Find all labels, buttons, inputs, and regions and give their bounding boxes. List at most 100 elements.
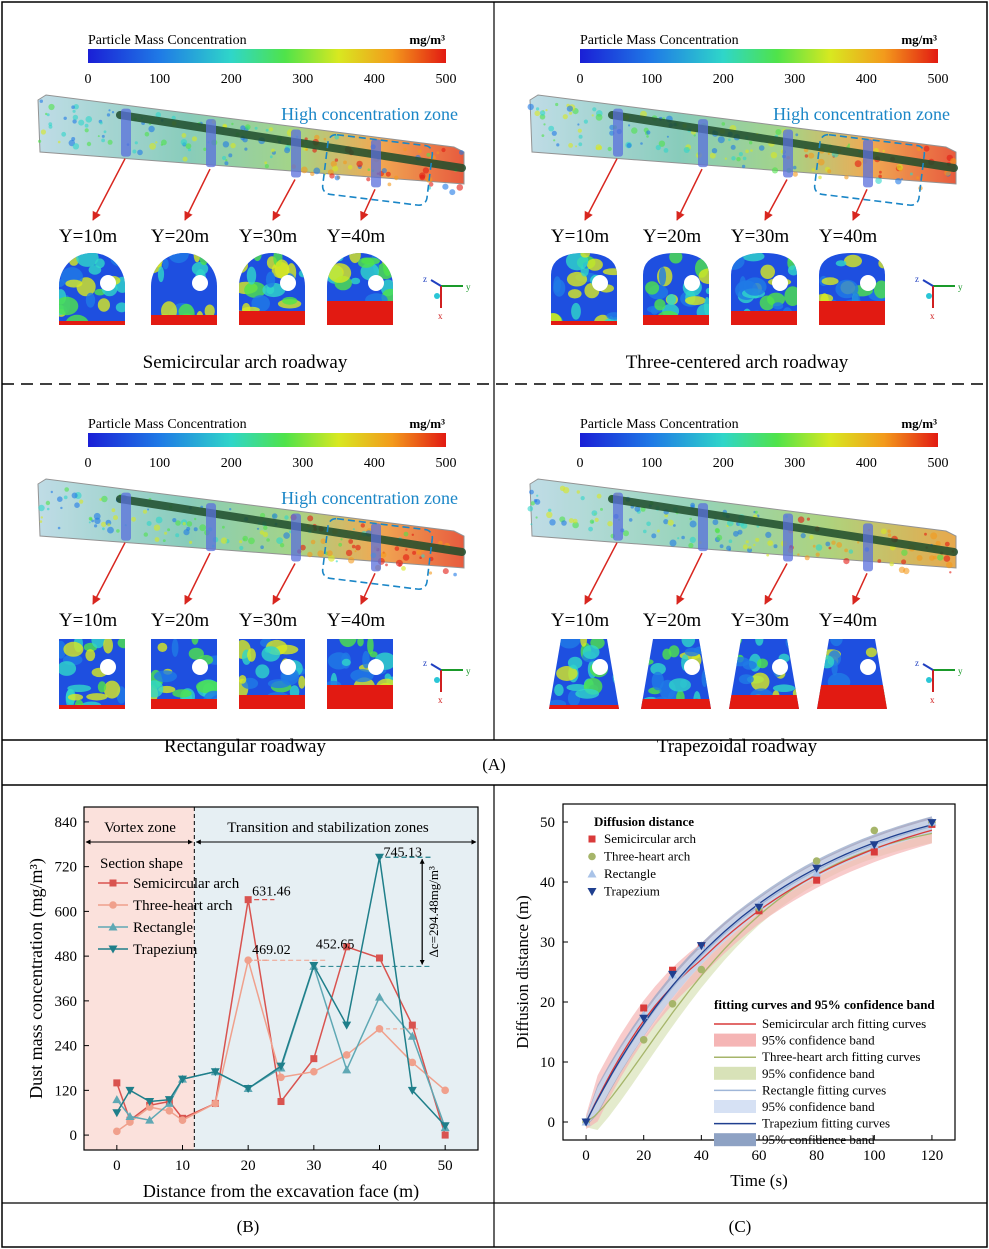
axis-z-label: z (915, 658, 919, 668)
cross-section-1 (59, 253, 125, 325)
dust-speck (651, 533, 657, 539)
cross-section-1 (59, 639, 125, 709)
concentration-blob (821, 277, 839, 286)
marker-square (408, 1021, 416, 1029)
colorbar-tick-label: 400 (856, 72, 877, 87)
marker-square (441, 1131, 449, 1139)
section-arrow (676, 552, 703, 605)
dust-speck (93, 512, 101, 520)
dust-speck (428, 181, 434, 187)
dust-speck (248, 537, 255, 545)
colorbar-tick-label: 300 (784, 72, 805, 87)
dust-speck (101, 138, 105, 143)
concentration-blob (154, 670, 177, 683)
section-arrow (852, 189, 868, 221)
dust-speck (827, 169, 832, 174)
dust-speck (48, 103, 55, 111)
axis-z-label: z (423, 658, 427, 668)
concentration-blob (553, 279, 566, 297)
concentration-blob (282, 296, 298, 305)
colorbar-tick-label: 400 (364, 72, 385, 87)
dust-speck (765, 531, 772, 538)
colorbar-tick-label: 0 (85, 72, 92, 87)
dust-speck (347, 165, 353, 170)
dust-speck (916, 176, 920, 180)
dust-speck (225, 159, 228, 162)
concentration-blob (59, 296, 79, 316)
colorbar-unit: mg/m³ (409, 32, 445, 47)
legend-fit: fitting curves and 95% confidence band Se… (714, 997, 935, 1147)
dust-speck (562, 487, 570, 494)
dust-speck (348, 557, 355, 564)
colorbar-tick-label: 200 (221, 456, 242, 471)
dust-speck (815, 552, 820, 557)
fit-legend-entry: Three-heart arch fitting curves (762, 1049, 920, 1064)
axis-x-label: x (930, 311, 935, 321)
concentration-blob (298, 269, 305, 278)
colorbar-tick-label: 100 (641, 456, 662, 471)
section-label: Y=10m (551, 610, 609, 631)
dust-speck (101, 521, 107, 528)
dust-speck (310, 539, 316, 545)
dust-speck (354, 550, 357, 553)
concentration-blob (575, 688, 600, 699)
dust-speck (831, 540, 836, 545)
colorbar-tick-label: 300 (784, 456, 805, 471)
dust-speck (355, 544, 361, 551)
dust-speck (664, 513, 669, 518)
concentration-blob (357, 639, 364, 647)
dust-speck (142, 509, 148, 514)
high-concentration-band (729, 695, 799, 709)
dust-speck (667, 519, 674, 526)
concentration-blob (580, 253, 590, 258)
y-tick-label: 40 (540, 875, 555, 891)
dust-speck (770, 152, 778, 159)
concentration-blob (367, 639, 374, 655)
axis-z-line (430, 279, 442, 287)
section-arrow (764, 563, 788, 605)
dust-speck (313, 167, 321, 175)
dust-speck (541, 134, 545, 138)
dust-speck (527, 103, 534, 111)
dust-speck (97, 135, 100, 138)
dust-speck (167, 528, 171, 532)
dust-speck (882, 149, 885, 153)
dust-speck (48, 124, 53, 129)
dust-speck (738, 152, 743, 157)
duct-hole (280, 659, 296, 675)
dust-speck (545, 109, 548, 112)
dust-speck (380, 551, 387, 558)
concentration-blob (878, 258, 885, 269)
dust-speck (875, 177, 882, 184)
dust-speck (107, 526, 114, 534)
dust-speck (40, 129, 47, 135)
high-concentration-band (327, 301, 393, 325)
dust-speck (300, 166, 308, 174)
confidence-band (586, 817, 932, 1130)
dust-speck (548, 508, 552, 512)
x-axis-title: Time (s) (730, 1171, 787, 1190)
section-arrow (92, 542, 126, 605)
dust-speck (419, 174, 426, 181)
dust-speck (626, 143, 632, 148)
dust-speck (307, 551, 313, 558)
cross-section-3 (731, 253, 797, 325)
y-tick-label: 0 (70, 1128, 78, 1144)
dust-speck (646, 521, 651, 527)
axis-origin (434, 677, 440, 683)
colorbar-unit: mg/m³ (901, 416, 937, 431)
dust-speck (155, 516, 163, 524)
dust-speck (741, 164, 746, 169)
marker-triangle-down (276, 1062, 286, 1071)
dust-speck (543, 123, 546, 126)
roadway-name: Three-centered arch roadway (626, 352, 849, 373)
dust-speck (385, 171, 391, 177)
concentration-blob (67, 693, 84, 701)
dust-speck (583, 119, 588, 124)
plot-frame (83, 806, 479, 1151)
cross-section-4 (327, 639, 393, 709)
marker-circle (310, 1067, 318, 1076)
marker-circle (113, 1127, 121, 1136)
duct-hole (368, 659, 384, 675)
dust-speck (239, 540, 243, 544)
